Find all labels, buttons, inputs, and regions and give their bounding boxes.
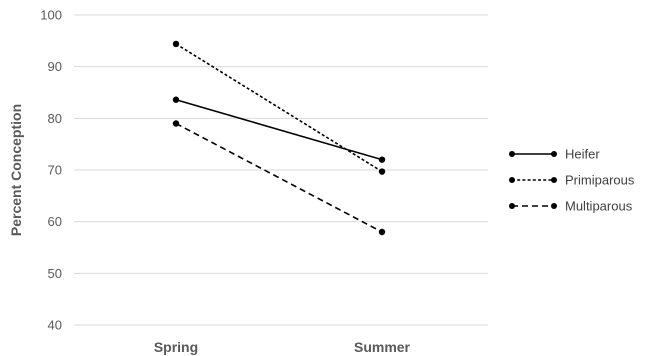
legend-marker (551, 203, 557, 209)
legend-label: Heifer (565, 147, 600, 162)
legend-marker (551, 177, 557, 183)
data-point (378, 168, 386, 175)
legend-label: Multiparous (565, 199, 633, 214)
series-heifer (172, 96, 386, 163)
y-axis-ticks: 40 50 60 70 80 90 100 (40, 8, 62, 333)
x-category-label: Spring (154, 339, 198, 355)
legend-marker (551, 151, 557, 157)
y-tick-label: 80 (48, 111, 62, 126)
series-primiparous (172, 40, 386, 175)
legend-marker (509, 203, 515, 209)
legend-marker (509, 177, 515, 183)
x-axis-categories: Spring Summer (154, 339, 411, 355)
series-line (175, 98, 383, 161)
data-point (172, 40, 180, 48)
legend-item-primiparous: Primiparous (509, 173, 635, 188)
gridlines (74, 14, 488, 326)
legend: Heifer Primiparous Multiparous (509, 147, 635, 214)
legend-marker (509, 151, 515, 157)
series-multiparous (172, 120, 386, 236)
legend-item-heifer: Heifer (509, 147, 600, 162)
y-tick-label: 50 (48, 266, 62, 281)
x-category-label: Summer (354, 339, 411, 355)
data-point (378, 156, 386, 163)
legend-item-multiparous: Multiparous (509, 199, 633, 214)
y-tick-label: 60 (48, 214, 62, 229)
series-lines (172, 40, 386, 236)
y-tick-label: 90 (48, 59, 62, 74)
y-tick-label: 100 (40, 8, 62, 23)
series-line (175, 43, 383, 173)
legend-label: Primiparous (565, 173, 635, 188)
data-point (172, 120, 180, 127)
data-point (172, 96, 180, 103)
y-axis-label: Percent Conception (8, 104, 24, 236)
series-line (175, 122, 383, 233)
y-tick-label: 70 (48, 163, 62, 178)
data-point (378, 228, 386, 236)
y-tick-label: 40 (48, 318, 62, 333)
